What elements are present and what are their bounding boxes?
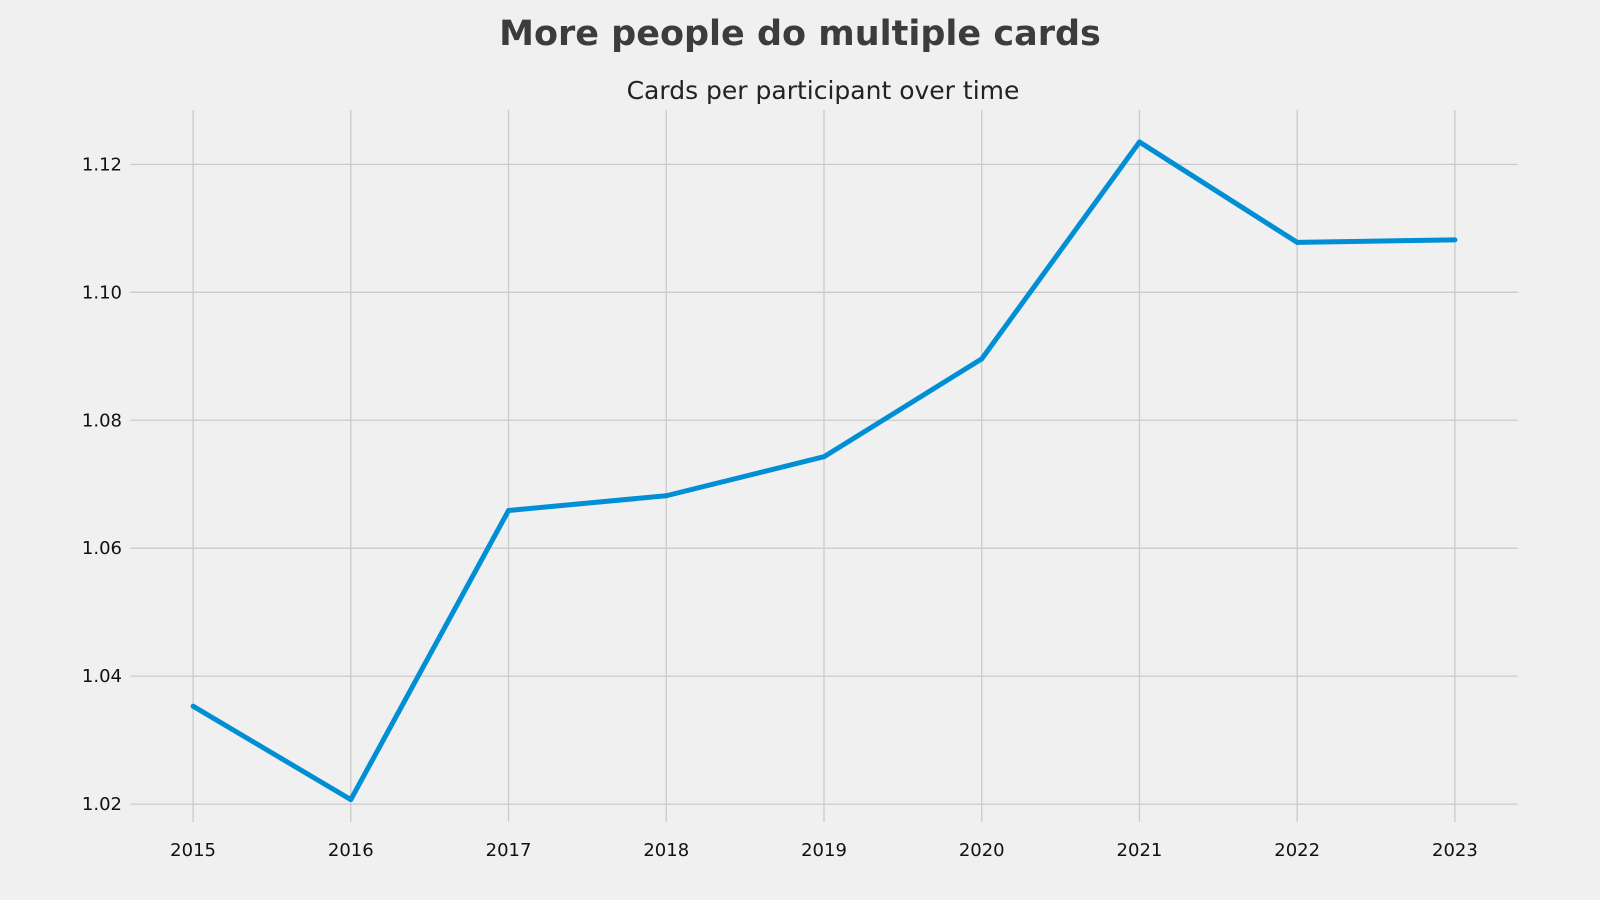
y-tick-label-1.06: 1.06 <box>82 538 122 559</box>
chart-title: More people do multiple cards <box>499 14 1101 54</box>
data-point-2016 <box>348 797 354 803</box>
chart-subtitle: Cards per participant over time <box>627 76 1020 105</box>
x-tick-label-2016: 2016 <box>328 840 374 861</box>
data-point-2021 <box>1136 139 1142 145</box>
data-point-2017 <box>506 507 512 513</box>
data-point-2020 <box>979 356 985 362</box>
data-point-2022 <box>1294 239 1300 245</box>
y-tick-label-1.02: 1.02 <box>82 794 122 815</box>
x-tick-label-2023: 2023 <box>1432 840 1478 861</box>
data-point-2023 <box>1452 237 1458 243</box>
x-tick-label-2019: 2019 <box>801 840 847 861</box>
x-tick-label-2015: 2015 <box>170 840 216 861</box>
x-tick-label-2020: 2020 <box>959 840 1005 861</box>
y-tick-label-1.12: 1.12 <box>82 154 122 175</box>
tick-labels: 2015 2016 2017 2018 2019 2020 2021 2022 2023 1.02… <box>82 154 1478 861</box>
data-point-2019 <box>821 454 827 460</box>
y-tick-label-1.10: 1.10 <box>82 282 122 303</box>
x-tick-label-2017: 2017 <box>486 840 532 861</box>
y-tick-label-1.08: 1.08 <box>82 410 122 431</box>
x-tick-label-2022: 2022 <box>1274 840 1320 861</box>
data-point-2018 <box>663 493 669 499</box>
data-point-2015 <box>190 703 196 709</box>
x-tick-label-2021: 2021 <box>1117 840 1163 861</box>
series-layer <box>190 139 1458 803</box>
grid <box>130 110 1518 822</box>
x-tick-label-2018: 2018 <box>643 840 689 861</box>
y-tick-label-1.04: 1.04 <box>82 666 122 687</box>
